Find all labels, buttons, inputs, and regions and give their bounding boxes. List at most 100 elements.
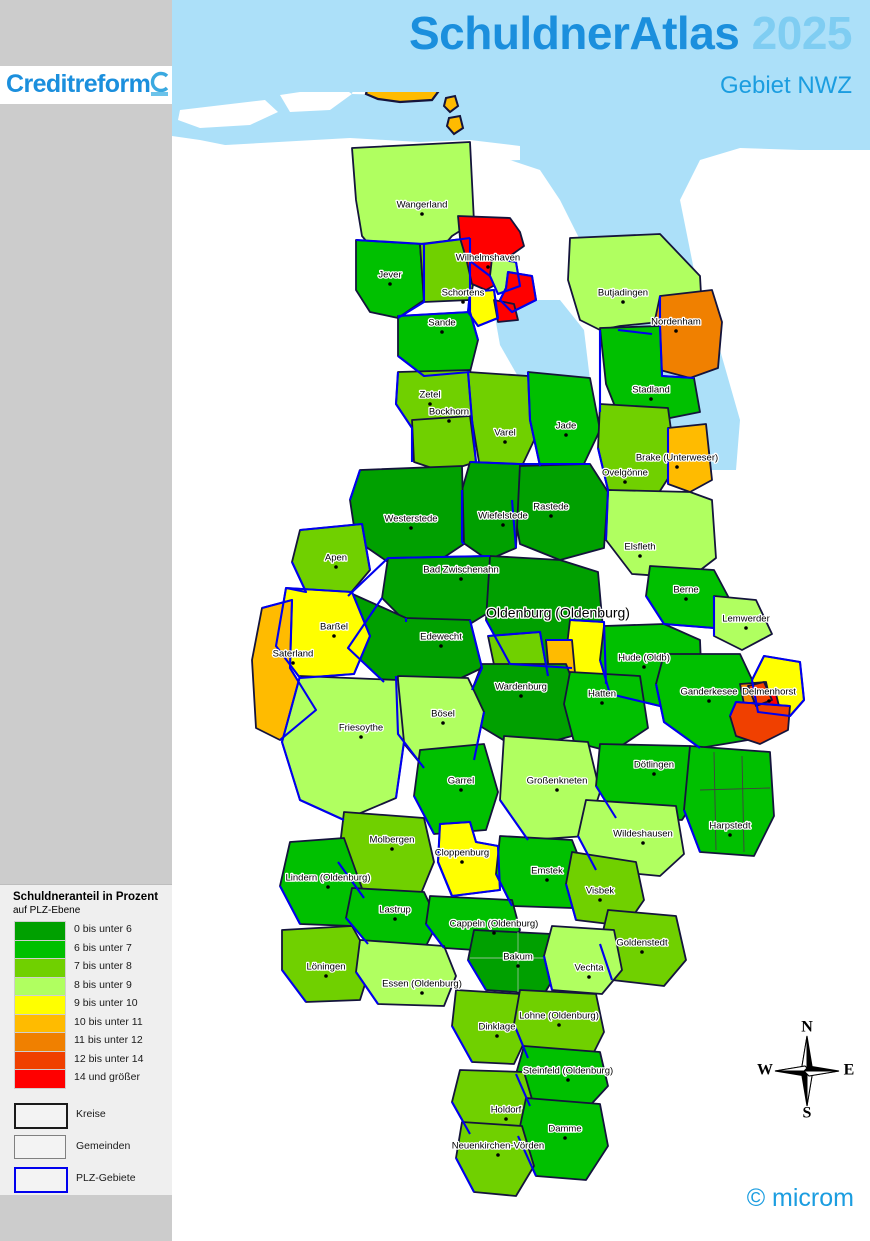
commune-center-dot bbox=[461, 300, 465, 304]
legend-class-row: 11 bis unter 12 bbox=[14, 1032, 164, 1052]
commune-center-dot bbox=[587, 975, 591, 979]
commune-label: Sande bbox=[428, 318, 455, 329]
commune-label: Jade bbox=[556, 421, 577, 432]
commune-label: Elsfleth bbox=[624, 542, 655, 553]
commune-label: Goldenstedt bbox=[616, 938, 668, 949]
commune-label: Harpstedt bbox=[709, 821, 751, 832]
commune-center-dot bbox=[641, 841, 645, 845]
compass-east-label: E bbox=[844, 1062, 855, 1079]
legend-boundary-label: PLZ-Gebiete bbox=[76, 1172, 136, 1184]
commune-center-dot bbox=[486, 265, 490, 269]
compass-west-label: W bbox=[757, 1062, 773, 1079]
commune-center-dot bbox=[545, 878, 549, 882]
commune-center-dot bbox=[642, 665, 646, 669]
commune-harpstedt bbox=[683, 745, 775, 857]
commune-label: Bakum bbox=[503, 952, 533, 963]
brand-name: Creditreform bbox=[6, 70, 151, 98]
title-main: SchuldnerAtlas bbox=[408, 7, 740, 59]
legend-class-row: 6 bis unter 7 bbox=[14, 939, 164, 960]
commune-center-dot bbox=[516, 964, 520, 968]
commune-polygons[interactable] bbox=[251, 141, 805, 1197]
commune-center-dot bbox=[684, 597, 688, 601]
commune-center-dot bbox=[600, 701, 604, 705]
commune-center-dot bbox=[675, 465, 679, 469]
commune-label: Dötlingen bbox=[634, 760, 674, 771]
commune-label: Barßel bbox=[320, 622, 348, 633]
island-minsener-oog-b bbox=[445, 114, 465, 136]
brand-logo-band bbox=[0, 66, 172, 104]
commune-label: Ovelgönne bbox=[602, 468, 648, 479]
commune-label: Bösel bbox=[431, 709, 455, 720]
legend-color-swatch bbox=[14, 976, 66, 997]
legend-class-label: 8 bis unter 9 bbox=[74, 978, 132, 991]
legend-class-label: 12 bis unter 14 bbox=[74, 1052, 144, 1065]
title-banner bbox=[262, 0, 870, 92]
commune-label: Bockhorn bbox=[429, 407, 469, 418]
commune-label: Wiefelstede bbox=[478, 511, 528, 522]
commune-label: Wilhelmshaven bbox=[456, 253, 520, 264]
legend-class-label: 11 bis unter 12 bbox=[74, 1034, 143, 1046]
commune-label: Molbergen bbox=[370, 835, 415, 846]
legend-class-row: 0 bis unter 6 bbox=[14, 921, 164, 941]
commune-center-dot bbox=[728, 833, 732, 837]
commune-label: Damme bbox=[548, 1124, 581, 1135]
commune-center-dot bbox=[441, 721, 445, 725]
commune-label: Lindern (Oldenburg) bbox=[285, 873, 370, 884]
commune-center-dot bbox=[390, 847, 394, 851]
legend-boundary-swatch bbox=[14, 1135, 66, 1159]
commune-label: Berne bbox=[673, 585, 698, 596]
commune-label: Lastrup bbox=[379, 905, 411, 916]
legend-boundary-swatch bbox=[14, 1167, 68, 1193]
title-band-shape bbox=[262, 0, 870, 92]
commune-label: Cloppenburg bbox=[435, 848, 489, 859]
commune-label: Wildeshausen bbox=[613, 829, 673, 840]
legend-class-label: 7 bis unter 8 bbox=[74, 960, 132, 972]
commune-center-dot bbox=[459, 788, 463, 792]
commune-center-dot bbox=[557, 1023, 561, 1027]
commune-center-dot bbox=[460, 860, 464, 864]
commune-label: Friesoythe bbox=[339, 723, 383, 734]
commune-label: Lohne (Oldenburg) bbox=[519, 1011, 599, 1022]
commune-label: Schortens bbox=[442, 288, 485, 299]
commune-center-dot bbox=[519, 694, 523, 698]
commune-center-dot bbox=[501, 523, 505, 527]
legend-class-label: 14 und größer bbox=[74, 1071, 140, 1083]
commune-label: Emstek bbox=[531, 866, 563, 877]
commune-label: Butjadingen bbox=[598, 288, 648, 299]
commune-label: Rastede bbox=[533, 502, 568, 513]
commune-center-dot bbox=[420, 991, 424, 995]
commune-center-dot bbox=[640, 950, 644, 954]
commune-center-dot bbox=[566, 1078, 570, 1082]
legend-title: Schuldneranteil in Prozent bbox=[13, 891, 159, 903]
commune-center-dot bbox=[388, 282, 392, 286]
legend-color-swatch bbox=[14, 995, 66, 1015]
compass-south-label: S bbox=[803, 1105, 812, 1122]
legend-class-row: 10 bis unter 11 bbox=[14, 1013, 164, 1034]
commune-label: Vechta bbox=[574, 963, 604, 974]
commune-center-dot bbox=[447, 419, 451, 423]
legend-class-row: 14 und größer bbox=[14, 1069, 164, 1089]
commune-center-dot bbox=[623, 480, 627, 484]
legend-boundary-row: Kreise bbox=[14, 1103, 164, 1129]
legend-color-swatch bbox=[14, 921, 66, 941]
commune-label: Holdorf bbox=[491, 1105, 522, 1116]
legend-color-swatch bbox=[14, 939, 66, 960]
legend-boundary-label: Gemeinden bbox=[76, 1140, 131, 1152]
legend-boundary-row: Gemeinden bbox=[14, 1135, 164, 1159]
commune-center-dot bbox=[440, 330, 444, 334]
plz-boundary-lines bbox=[261, 236, 806, 1193]
oldenburg-center-dot bbox=[546, 616, 552, 622]
commune-center-dot bbox=[332, 634, 336, 638]
commune-vechta bbox=[543, 925, 623, 995]
commune-center-dot bbox=[707, 699, 711, 703]
commune-label: Saterland bbox=[273, 649, 314, 660]
commune-center-dot bbox=[496, 1153, 500, 1157]
commune-center-dot bbox=[652, 772, 656, 776]
commune-label: Edewecht bbox=[420, 632, 462, 643]
commune-center-dot bbox=[549, 514, 553, 518]
legend-color-swatch bbox=[14, 958, 66, 978]
commune-label: Essen (Oldenburg) bbox=[382, 979, 462, 990]
compass-north-label: N bbox=[801, 1019, 813, 1036]
